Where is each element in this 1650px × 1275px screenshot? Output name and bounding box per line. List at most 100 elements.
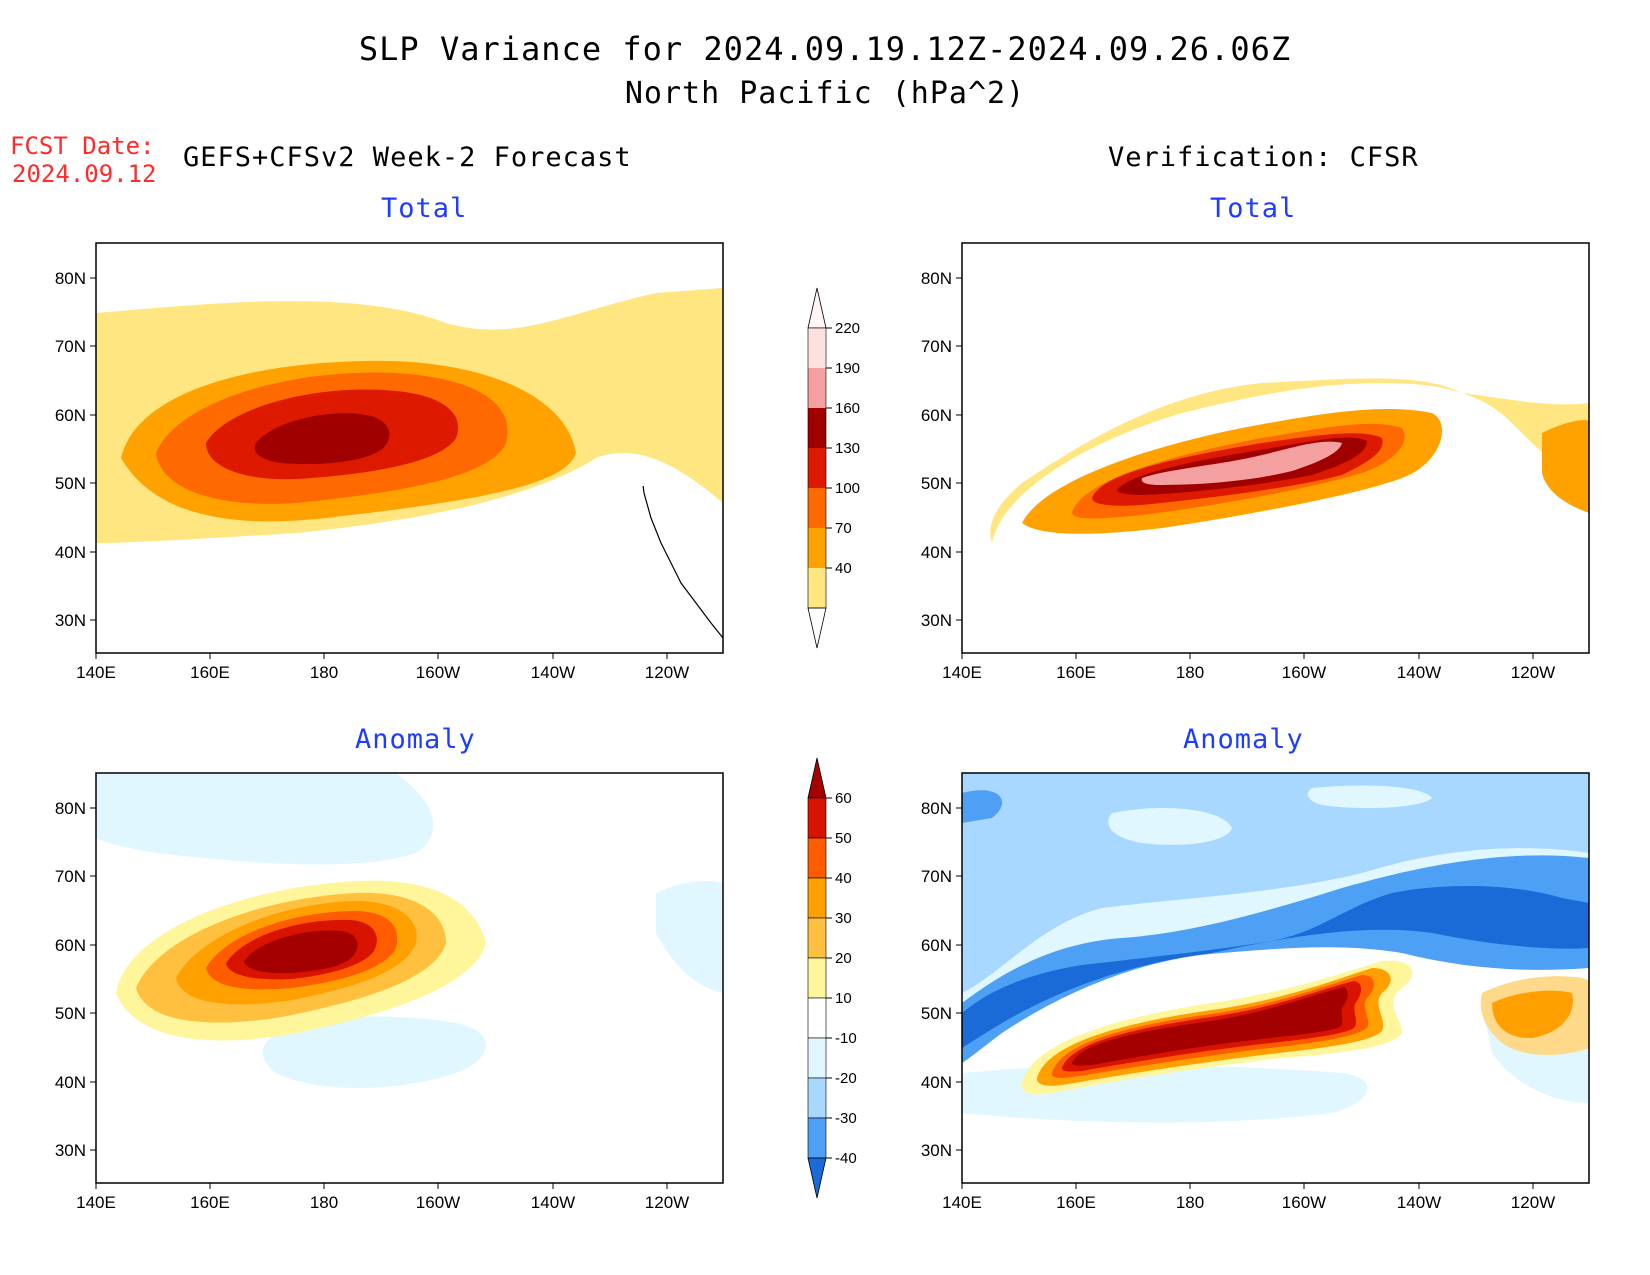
lat-tick-label: 80N bbox=[55, 269, 86, 288]
anomaly-colorbar-label: 50 bbox=[835, 830, 852, 847]
anomaly-colorbar-label: 10 bbox=[835, 990, 852, 1007]
lon-tick-label: 120W bbox=[1511, 663, 1555, 682]
lon-tick-label: 140E bbox=[76, 663, 116, 682]
total-colorbar-label: 190 bbox=[835, 360, 860, 377]
anomaly-colorbar-segment bbox=[807, 917, 827, 959]
lat-tick-label: 50N bbox=[921, 1004, 952, 1023]
axis-ticks: 80N 70N 60N 50N 40N 30N 140E 160E 180 160W 140W 120… bbox=[55, 269, 1555, 1212]
total-colorbar-label: 70 bbox=[835, 520, 852, 537]
lon-tick-label: 140E bbox=[76, 1193, 116, 1212]
lon-tick-label: 180 bbox=[310, 1193, 338, 1212]
lat-tick-label: 80N bbox=[921, 269, 952, 288]
chart-title: SLP Variance for 2024.09.19.12Z-2024.09.… bbox=[358, 30, 1292, 68]
lat-tick-label: 60N bbox=[921, 406, 952, 425]
colorbars: 220 190 160 130 100 70 40 60 50 40 30 20 10 -10 -20 -30… bbox=[807, 287, 860, 1199]
anomaly-colorbar-label: 60 bbox=[835, 790, 852, 807]
lat-tick-label: 50N bbox=[55, 474, 86, 493]
anomaly-colorbar-segment bbox=[807, 1037, 827, 1079]
total-colorbar-label: 130 bbox=[835, 440, 860, 457]
panel-title-verification-total: Total bbox=[1210, 193, 1297, 224]
lon-tick-label: 140W bbox=[531, 663, 575, 682]
lat-tick-label: 70N bbox=[55, 337, 86, 356]
lon-tick-label: 140E bbox=[942, 663, 982, 682]
panel-title-verification-anomaly: Anomaly bbox=[1183, 724, 1304, 755]
lon-tick-label: 160E bbox=[1056, 1193, 1096, 1212]
chart-subtitle: North Pacific (hPa^2) bbox=[624, 76, 1026, 111]
lon-tick-label: 180 bbox=[1176, 663, 1204, 682]
lat-tick-label: 30N bbox=[921, 611, 952, 630]
lat-tick-label: 30N bbox=[921, 1141, 952, 1160]
lon-tick-label: 120W bbox=[1511, 1193, 1555, 1212]
map-frame-forecast-total bbox=[95, 242, 724, 654]
anomaly-colorbar-segment bbox=[807, 837, 827, 879]
total-colorbar-segment bbox=[808, 328, 826, 368]
total-colorbar-segment bbox=[808, 408, 826, 448]
lat-tick-label: 40N bbox=[921, 1073, 952, 1092]
map-frame-verification-anomaly bbox=[961, 772, 1590, 1184]
lat-tick-label: 60N bbox=[55, 936, 86, 955]
total-colorbar-segment bbox=[808, 528, 826, 568]
total-colorbar-label: 40 bbox=[835, 560, 852, 577]
lat-tick-label: 70N bbox=[921, 337, 952, 356]
total-colorbar-label: 160 bbox=[835, 400, 860, 417]
lon-tick-label: 140W bbox=[1397, 663, 1441, 682]
lon-tick-label: 160E bbox=[190, 663, 230, 682]
lon-tick-label: 140W bbox=[1397, 1193, 1441, 1212]
anomaly-colorbar-label: 40 bbox=[835, 870, 852, 887]
lon-tick-label: 160W bbox=[1282, 663, 1326, 682]
total-colorbar-bottom-arrow bbox=[807, 607, 827, 649]
lat-tick-label: 50N bbox=[55, 1004, 86, 1023]
lon-tick-label: 160W bbox=[1282, 1193, 1326, 1212]
lon-tick-label: 160E bbox=[1056, 663, 1096, 682]
anomaly-colorbar-segment bbox=[807, 997, 827, 1039]
panel-title-forecast-anomaly: Anomaly bbox=[355, 724, 476, 755]
lon-tick-label: 120W bbox=[645, 663, 689, 682]
lat-tick-label: 70N bbox=[921, 867, 952, 886]
lon-tick-label: 180 bbox=[310, 663, 338, 682]
anomaly-colorbar-label: 30 bbox=[835, 910, 852, 927]
anomaly-colorbar-segment bbox=[807, 797, 827, 839]
verification-header: Verification: CFSR bbox=[1108, 142, 1419, 173]
forecast-header: GEFS+CFSv2 Week-2 Forecast bbox=[183, 142, 632, 173]
lat-tick-label: 60N bbox=[55, 406, 86, 425]
anomaly-colorbar-segment bbox=[807, 1117, 827, 1159]
lon-tick-label: 120W bbox=[645, 1193, 689, 1212]
lon-tick-label: 140W bbox=[531, 1193, 575, 1212]
fcst-date: 2024.09.12 bbox=[12, 160, 157, 188]
anomaly-colorbar-label: -20 bbox=[835, 1070, 857, 1087]
total-colorbar-segment bbox=[808, 488, 826, 528]
fcst-label: FCST Date: bbox=[10, 132, 155, 160]
total-colorbar-segment bbox=[808, 568, 826, 608]
total-colorbar-segment bbox=[808, 368, 826, 408]
lon-tick-label: 180 bbox=[1176, 1193, 1204, 1212]
anomaly-colorbar-label: -10 bbox=[835, 1030, 857, 1047]
total-colorbar-label: 220 bbox=[835, 320, 860, 337]
map-frame-verification-total bbox=[961, 242, 1590, 654]
lat-tick-label: 70N bbox=[55, 867, 86, 886]
lat-tick-label: 40N bbox=[55, 1073, 86, 1092]
total-colorbar-top-arrow bbox=[807, 287, 827, 329]
lat-tick-label: 40N bbox=[921, 543, 952, 562]
lon-tick-label: 160W bbox=[416, 1193, 460, 1212]
lat-tick-label: 80N bbox=[55, 799, 86, 818]
lon-tick-label: 140E bbox=[942, 1193, 982, 1212]
lon-tick-label: 160E bbox=[190, 1193, 230, 1212]
map-frame-forecast-anomaly bbox=[95, 772, 724, 1184]
anomaly-colorbar-segment bbox=[807, 877, 827, 919]
lat-tick-label: 60N bbox=[921, 936, 952, 955]
anomaly-colorbar-label: 20 bbox=[835, 950, 852, 967]
anomaly-colorbar-segment bbox=[807, 757, 827, 799]
lat-tick-label: 50N bbox=[921, 474, 952, 493]
anomaly-colorbar-segment bbox=[807, 957, 827, 999]
lat-tick-label: 80N bbox=[921, 799, 952, 818]
total-colorbar-label: 100 bbox=[835, 480, 860, 497]
anomaly-colorbar-segment bbox=[807, 1077, 827, 1119]
anomaly-colorbar-label: -30 bbox=[835, 1110, 857, 1127]
panel-title-forecast-total: Total bbox=[381, 193, 468, 224]
anomaly-colorbar-label: -40 bbox=[835, 1150, 857, 1167]
lon-tick-label: 160W bbox=[416, 663, 460, 682]
anomaly-colorbar-segment bbox=[807, 1157, 827, 1199]
lat-tick-label: 30N bbox=[55, 1141, 86, 1160]
lat-tick-label: 40N bbox=[55, 543, 86, 562]
